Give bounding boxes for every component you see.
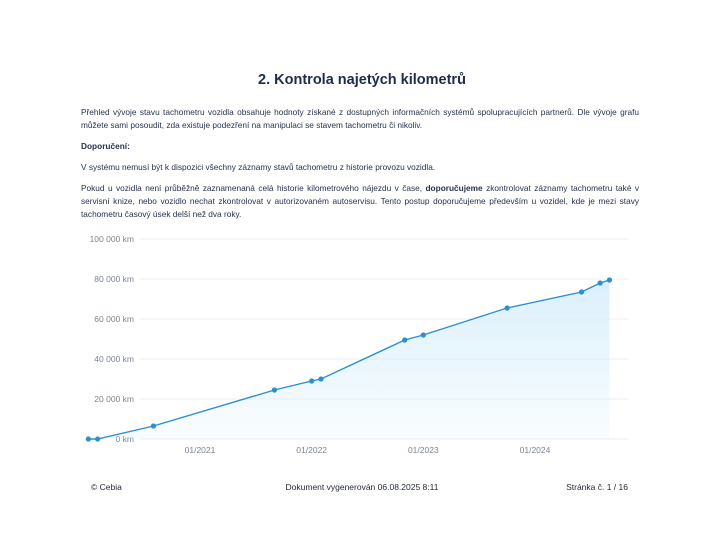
y-tick-label: 80 000 km xyxy=(94,274,134,284)
data-point xyxy=(318,376,324,382)
y-tick-label: 60 000 km xyxy=(94,314,134,324)
data-point xyxy=(95,436,101,442)
x-tick-label: 01/2022 xyxy=(296,445,327,455)
y-tick-label: 20 000 km xyxy=(94,394,134,404)
x-tick-label: 01/2023 xyxy=(408,445,439,455)
advice-bold: doporučujeme xyxy=(425,183,483,193)
data-point xyxy=(402,337,408,343)
mileage-area xyxy=(88,280,610,439)
mileage-line xyxy=(88,279,610,440)
page-title: 2. Kontrola najetých kilometrů xyxy=(258,72,466,88)
footer-copyright: © Cebia xyxy=(91,482,122,492)
y-tick-label: 40 000 km xyxy=(94,354,134,364)
data-point xyxy=(271,387,278,393)
data-point xyxy=(578,289,585,295)
advice-paragraph: Pokud u vozidla není průběžně zaznamenan… xyxy=(81,182,639,221)
note-paragraph: V systému nemusí být k dispozici všechny… xyxy=(81,162,436,172)
data-point xyxy=(597,280,603,286)
data-point xyxy=(504,305,510,311)
data-point xyxy=(150,423,157,429)
advice-text-2: zkontrolovat záznamy tachometru také v s… xyxy=(81,183,640,219)
footer-page-number: Stránka č. 1 / 16 xyxy=(566,482,628,492)
x-tick-label: 01/2021 xyxy=(185,445,216,455)
data-point xyxy=(420,332,426,338)
data-point xyxy=(606,277,613,283)
x-tick-label: 01/2024 xyxy=(520,445,551,455)
data-point xyxy=(309,378,315,384)
data-point xyxy=(85,436,91,442)
y-tick-label: 100 000 km xyxy=(90,234,134,244)
recommendation-label: Doporučení: xyxy=(81,141,130,151)
footer-generated: Dokument vygenerován 06.08.2025 8:11 xyxy=(285,482,439,492)
overview-paragraph: Přehled vývoje stavu tachometru vozidla … xyxy=(81,107,639,130)
advice-text-1: Pokud u vozidla není průběžně zaznamenan… xyxy=(81,183,426,193)
